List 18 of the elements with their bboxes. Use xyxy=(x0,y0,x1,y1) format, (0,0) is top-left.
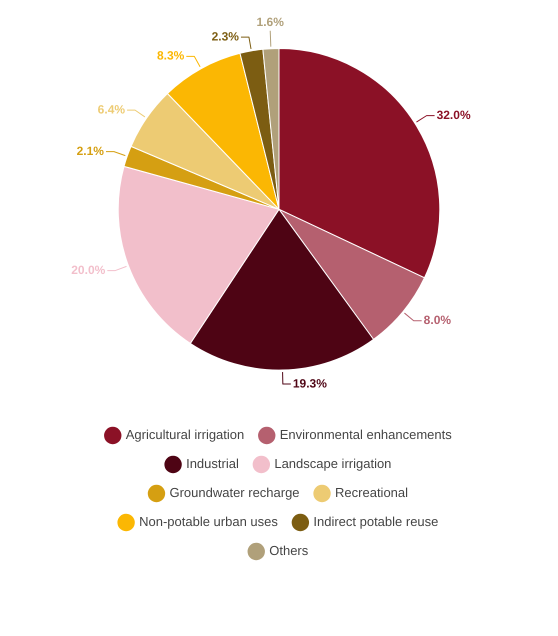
data-label: 19.3% xyxy=(292,376,328,390)
data-label: 20.0% xyxy=(71,262,106,277)
data-label: 2.3% xyxy=(212,29,240,44)
legend-label: Groundwater recharge xyxy=(169,485,300,500)
data-label: 1.6% xyxy=(256,15,284,30)
legend-label: Indirect potable reuse xyxy=(313,514,438,530)
data-label: 2.1% xyxy=(76,144,104,158)
data-label: 8.0% xyxy=(424,313,452,328)
legend-label: Landscape irrigation xyxy=(274,456,392,472)
legend-label: Others xyxy=(269,543,309,558)
legend-label: Non-potable urban uses xyxy=(139,514,278,530)
legend-label: Industrial xyxy=(186,456,239,472)
data-label: 6.4% xyxy=(98,102,126,116)
legend-label: Environmental enhancements xyxy=(280,427,452,442)
data-label: 8.3% xyxy=(156,48,185,63)
legend-label: Agricultural irrigation xyxy=(126,427,244,442)
data-label: 32.0% xyxy=(436,108,471,122)
legend-label: Recreational xyxy=(335,485,408,500)
